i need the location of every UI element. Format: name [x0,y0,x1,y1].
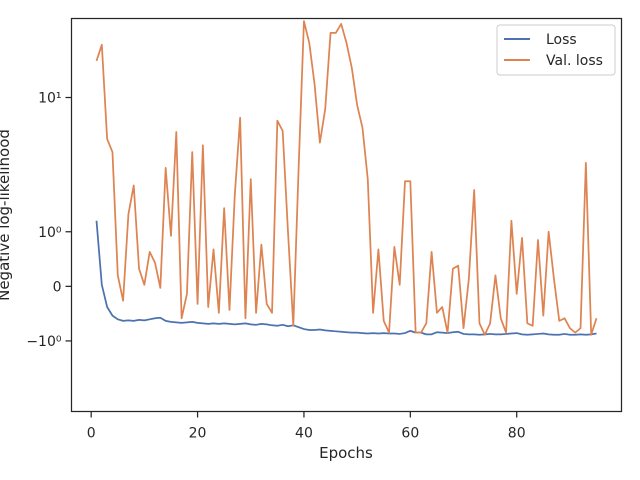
x-tick-label: 60 [401,426,419,442]
legend-label-val-loss: Val. loss [546,53,603,69]
legend-box [496,24,616,76]
series-line-loss [95,220,597,336]
legend-label-loss: Loss [546,32,577,48]
y-tick-label: 10⁰ [38,225,62,241]
x-tick-label: 40 [295,426,313,442]
y-axis-label: Negative log-likelihood [0,129,13,301]
legend: Loss Val. loss [496,24,616,76]
series-line-val-loss [95,20,598,336]
x-axis-label: Epochs [319,444,373,462]
x-tick-label: 20 [189,426,207,442]
plot-frame [70,17,623,413]
y-tick-label: 10¹ [38,91,61,107]
y-tick-label: 0 [53,279,62,295]
x-tick-label: 80 [508,426,526,442]
y-tick-label: −10⁰ [26,334,62,350]
x-tick-label: 0 [87,426,96,442]
